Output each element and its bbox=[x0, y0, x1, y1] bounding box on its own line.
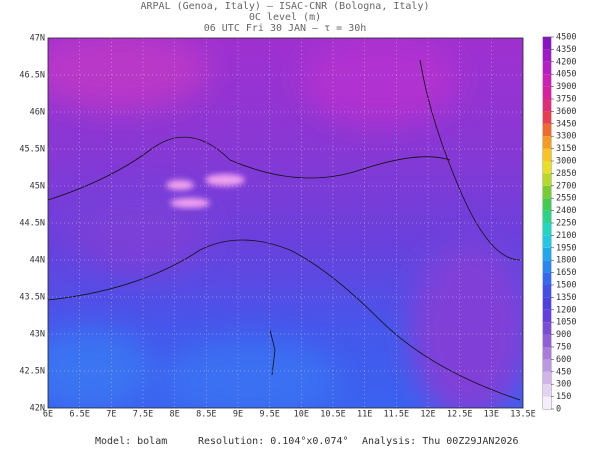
x-tick-label: 6.5E bbox=[69, 410, 89, 420]
colorbar-swatch bbox=[543, 185, 551, 199]
colorbar-swatch bbox=[543, 86, 551, 99]
footer-model: Model: bolam bbox=[95, 436, 167, 447]
colorbar-label: 3000 bbox=[556, 157, 576, 167]
y-tick-label: 45N bbox=[30, 182, 45, 192]
colorbar-label: 900 bbox=[556, 330, 571, 340]
colorbar-label: 4500 bbox=[556, 33, 576, 43]
colorbar-swatch bbox=[543, 260, 551, 273]
colorbar-label: 1350 bbox=[556, 293, 576, 303]
x-tick-label: 10.5E bbox=[320, 410, 346, 420]
header-line: 0C level (m) bbox=[249, 12, 321, 23]
colorbar-swatch bbox=[543, 309, 551, 323]
colorbar-swatch bbox=[543, 359, 551, 372]
colorbar-label: 1200 bbox=[556, 305, 576, 315]
colorbar-swatch bbox=[543, 136, 551, 149]
x-tick-label: 8E bbox=[170, 410, 180, 420]
colorbar-label: 4050 bbox=[556, 70, 576, 80]
colorbar-label: 300 bbox=[556, 380, 571, 390]
colorbar-label: 4350 bbox=[556, 45, 576, 55]
x-tick-label: 7E bbox=[106, 410, 116, 420]
footer-analysis: Analysis: Thu 00Z29JAN2026 bbox=[362, 436, 519, 447]
colorbar-label: 600 bbox=[556, 355, 571, 365]
y-tick-label: 47N bbox=[30, 34, 45, 44]
colorbar-swatch bbox=[543, 371, 551, 385]
colorbar-label: 1650 bbox=[556, 268, 576, 278]
y-tick-label: 44N bbox=[30, 256, 45, 266]
colorbar-label: 1050 bbox=[556, 318, 576, 328]
y-tick-label: 46.5N bbox=[19, 71, 45, 81]
colorbar-swatch bbox=[543, 148, 551, 161]
colorbar-label: 2100 bbox=[556, 231, 576, 241]
colorbar-label: 4200 bbox=[556, 57, 576, 67]
y-tick-label: 43N bbox=[30, 330, 45, 340]
colorbar-swatch bbox=[543, 61, 551, 75]
footer-resolution: Resolution: 0.104°x0.074° bbox=[198, 436, 349, 447]
colorbar-label: 150 bbox=[556, 392, 571, 402]
colorbar-label: 3750 bbox=[556, 95, 576, 105]
colorbar-label: 3450 bbox=[556, 119, 576, 129]
y-tick-label: 45.5N bbox=[19, 145, 45, 155]
colorbar-label: 2700 bbox=[556, 181, 576, 191]
y-tick-label: 46N bbox=[30, 108, 45, 118]
colorbar-swatch bbox=[543, 111, 551, 124]
x-tick-label: 12.5E bbox=[447, 410, 473, 420]
x-tick-label: 11E bbox=[357, 410, 372, 420]
colorbar-label: 2850 bbox=[556, 169, 576, 179]
colorbar-swatch bbox=[543, 322, 551, 335]
colorbar-swatch bbox=[543, 173, 551, 186]
x-tick-label: 10E bbox=[294, 410, 309, 420]
header-line: ARPAL (Genoa, Italy) — ISAC-CNR (Bologna… bbox=[141, 1, 430, 12]
colorbar-label: 3600 bbox=[556, 107, 576, 117]
colorbar-swatch bbox=[543, 198, 551, 211]
y-tick-label: 44.5N bbox=[19, 219, 45, 229]
x-tick-label: 13.5E bbox=[510, 410, 536, 420]
x-tick-label: 9.5E bbox=[259, 410, 279, 420]
x-tick-label: 13E bbox=[484, 410, 499, 420]
colorbar-swatch bbox=[543, 161, 551, 174]
colorbar-swatch bbox=[543, 285, 551, 298]
y-tick-label: 42N bbox=[30, 404, 45, 414]
colorbar-swatch bbox=[543, 347, 551, 360]
colorbar-swatch bbox=[543, 384, 551, 397]
x-tick-label: 9E bbox=[233, 410, 243, 420]
colorbar-label: 3300 bbox=[556, 132, 576, 142]
map bbox=[48, 38, 523, 408]
y-tick-label: 43.5N bbox=[19, 293, 45, 303]
colorbar-swatch bbox=[543, 297, 551, 310]
x-tick-label: 8.5E bbox=[196, 410, 216, 420]
colorbar-label: 1500 bbox=[556, 281, 576, 291]
colorbar-label: 750 bbox=[556, 343, 571, 353]
y-tick-label: 42.5N bbox=[19, 367, 45, 377]
x-tick-label: 6E bbox=[43, 410, 53, 420]
colorbar-swatch bbox=[543, 210, 551, 223]
colorbar-swatch bbox=[543, 99, 551, 112]
x-tick-label: 11.5E bbox=[384, 410, 410, 420]
colorbar-label: 1800 bbox=[556, 256, 576, 266]
header-line: 06 UTC Fri 30 JAN — τ = 30h bbox=[204, 23, 367, 34]
colorbar-swatch bbox=[543, 272, 551, 285]
x-tick-label: 7.5E bbox=[133, 410, 153, 420]
colorbar-swatch bbox=[543, 37, 551, 50]
colorbar-label: 2250 bbox=[556, 219, 576, 229]
colorbar-label: 2400 bbox=[556, 206, 576, 216]
colorbar-swatch bbox=[543, 247, 551, 261]
colorbar-swatch bbox=[543, 235, 551, 248]
colorbar-label: 2550 bbox=[556, 194, 576, 204]
colorbar-swatch bbox=[543, 123, 551, 137]
colorbar-label: 3900 bbox=[556, 82, 576, 92]
colorbar-swatch bbox=[543, 74, 551, 87]
colorbar-label: 1950 bbox=[556, 243, 576, 253]
colorbar-label: 0 bbox=[556, 405, 561, 415]
x-tick-label: 12E bbox=[420, 410, 435, 420]
colorbar-swatch bbox=[543, 223, 551, 236]
colorbar-label: 450 bbox=[556, 367, 571, 377]
colorbar-label: 3150 bbox=[556, 144, 576, 154]
colorbar-swatch bbox=[543, 396, 551, 409]
colorbar-swatch bbox=[543, 334, 551, 347]
colorbar-swatch bbox=[543, 49, 551, 62]
map-frame bbox=[47, 37, 524, 409]
